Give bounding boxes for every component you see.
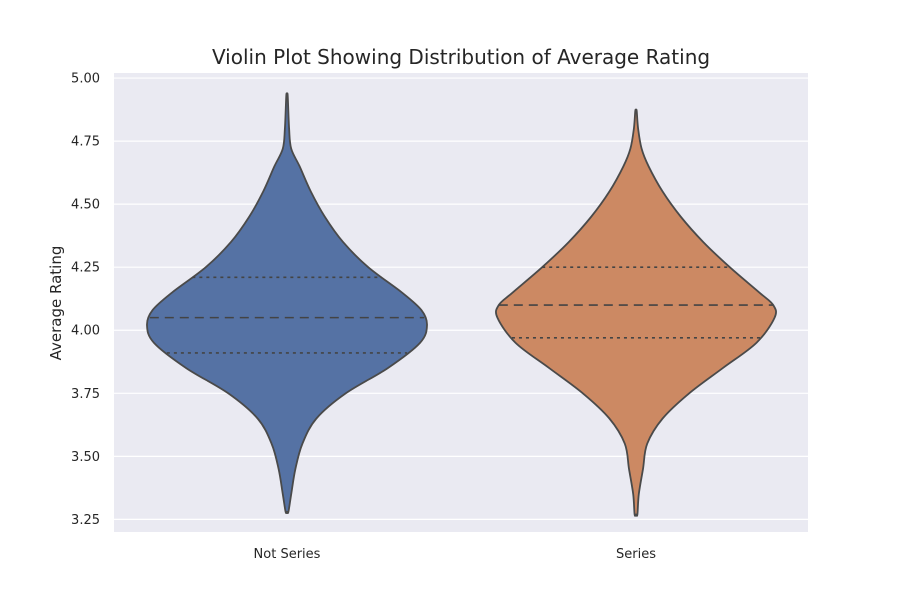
y-tick-label: 4.50 [71, 198, 100, 213]
chart-title: Violin Plot Showing Distribution of Aver… [212, 45, 710, 69]
y-tick-label: 5.00 [71, 72, 100, 87]
y-tick-label: 4.25 [71, 261, 100, 276]
violin-series [495, 108, 777, 517]
violin-not-series [146, 92, 428, 515]
y-tick-label: 4.00 [71, 324, 100, 339]
y-tick-label: 4.75 [71, 135, 100, 150]
y-tick-label: 3.75 [71, 387, 100, 402]
x-tick-label: Not Series [254, 547, 321, 562]
y-tick-label: 3.25 [71, 513, 100, 528]
x-tick-label: Series [616, 547, 656, 562]
y-tick-label: 3.50 [71, 450, 100, 465]
violin-body [495, 108, 777, 517]
y-axis-label: Average Rating [47, 246, 65, 361]
violin-body [146, 92, 428, 515]
